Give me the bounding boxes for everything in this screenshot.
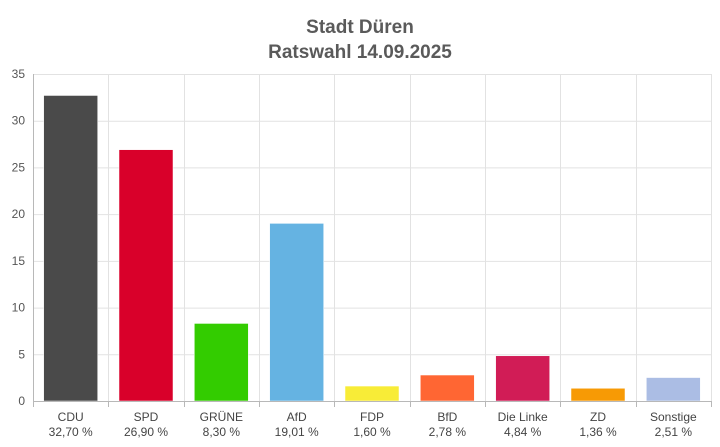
x-category-label: ZD bbox=[590, 410, 606, 424]
axes bbox=[33, 74, 712, 407]
x-value-label: 26,90 % bbox=[124, 425, 168, 439]
x-value-label: 1,60 % bbox=[353, 425, 391, 439]
y-tick-label: 15 bbox=[12, 254, 26, 268]
bar-zd bbox=[570, 388, 626, 402]
x-category-label: Sonstige bbox=[650, 410, 697, 424]
x-value-label: 8,30 % bbox=[203, 425, 241, 439]
chart-title: Stadt Düren bbox=[306, 17, 414, 38]
x-category-label: CDU bbox=[58, 410, 84, 424]
y-tick-label: 30 bbox=[12, 114, 26, 128]
x-value-label: 1,36 % bbox=[579, 425, 617, 439]
x-category-label: AfD bbox=[287, 410, 307, 424]
y-tick-label: 10 bbox=[12, 301, 26, 315]
x-category-label: SPD bbox=[134, 410, 159, 424]
x-category-label: FDP bbox=[360, 410, 384, 424]
bar-fdp bbox=[344, 385, 400, 402]
y-tick-label: 5 bbox=[18, 347, 25, 361]
x-value-label: 2,78 % bbox=[429, 425, 467, 439]
bar-spd bbox=[118, 149, 174, 402]
y-tick-label: 0 bbox=[18, 394, 25, 408]
x-category-label: Die Linke bbox=[498, 410, 548, 424]
bar-sonstige bbox=[646, 377, 701, 402]
bars bbox=[43, 95, 701, 402]
x-value-label: 32,70 % bbox=[49, 425, 93, 439]
bar-bfd bbox=[420, 374, 475, 402]
y-tick-label: 20 bbox=[12, 207, 26, 221]
bar-die-linke bbox=[495, 355, 550, 402]
bar-grüne bbox=[194, 323, 249, 402]
y-tick-label: 35 bbox=[12, 67, 26, 81]
y-tick-label: 25 bbox=[12, 160, 26, 174]
bar-afd bbox=[269, 223, 324, 402]
x-value-label: 19,01 % bbox=[275, 425, 319, 439]
chart-subtitle: Ratswahl 14.09.2025 bbox=[268, 42, 452, 63]
bar-cdu bbox=[43, 95, 98, 402]
x-category-label: BfD bbox=[437, 410, 457, 424]
x-value-label: 2,51 % bbox=[655, 425, 693, 439]
x-category-label: GRÜNE bbox=[200, 410, 243, 424]
x-value-label: 4,84 % bbox=[504, 425, 542, 439]
